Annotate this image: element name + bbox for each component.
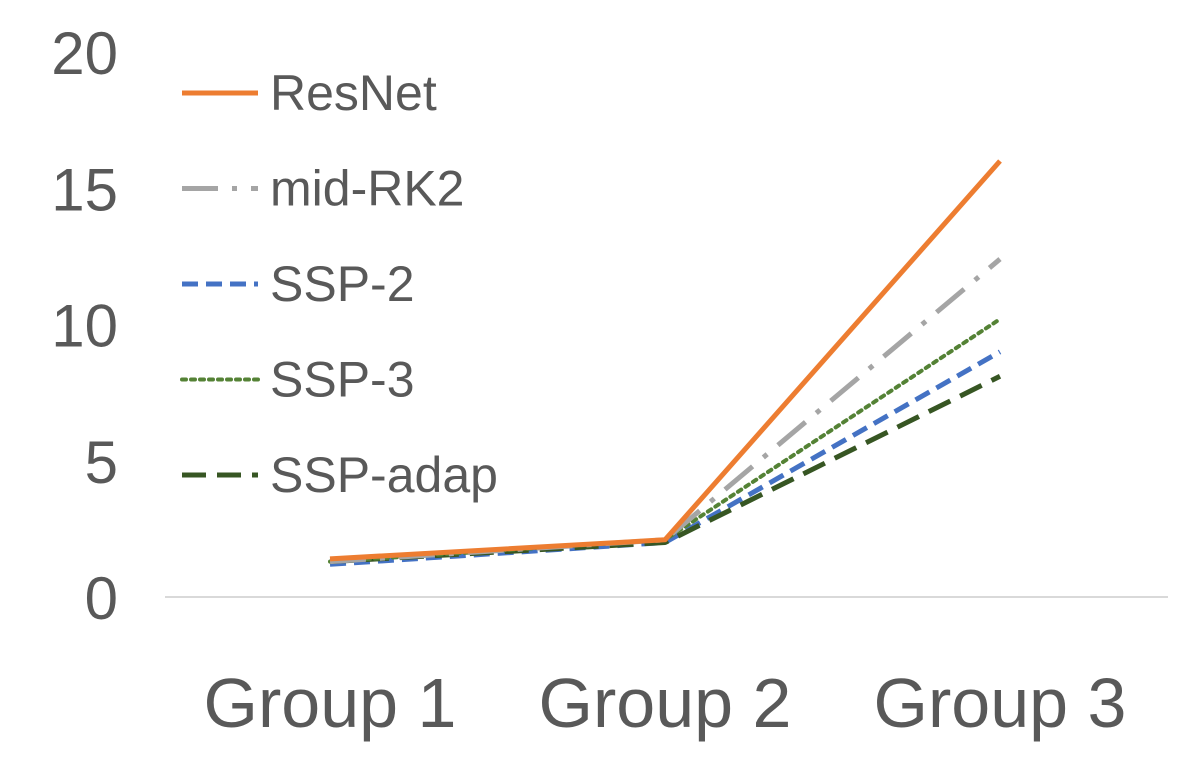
y-tick-label: 10 — [51, 293, 118, 360]
x-tick-label: Group 2 — [539, 664, 792, 742]
y-tick-label: 5 — [85, 429, 118, 496]
series-line-mid-rk2 — [329, 257, 1002, 565]
legend-item-ssp-3: SSP-3 — [180, 352, 415, 408]
y-tick-label: 0 — [85, 565, 118, 632]
legend-item-resnet: ResNet — [182, 65, 437, 121]
series-line-resnet — [329, 159, 1002, 562]
legend-label-ssp-2: SSP-2 — [270, 256, 415, 312]
legend-label-resnet: ResNet — [270, 65, 437, 121]
series-lines — [328, 159, 1002, 567]
legend: ResNet mid-RK2 SSP-2 SSP-3 SSP-adap — [180, 65, 498, 503]
y-tick-label: 20 — [51, 20, 118, 87]
legend-label-ssp-adap: SSP-adap — [270, 447, 498, 503]
y-tick-label: 15 — [51, 156, 118, 223]
x-tick-label: Group 3 — [874, 664, 1127, 742]
legend-label-ssp-3: SSP-3 — [270, 352, 415, 408]
legend-label-mid-rk2: mid-RK2 — [270, 161, 464, 217]
x-tick-label: Group 1 — [204, 664, 457, 742]
legend-item-mid-rk2: mid-RK2 — [182, 161, 464, 217]
legend-item-ssp-adap: SSP-adap — [182, 447, 498, 503]
legend-item-ssp-2: SSP-2 — [182, 256, 415, 312]
axis-layer: 0 5 10 15 20 Group 1 Group 2 Group 3 — [51, 20, 1168, 742]
series-line-ssp-3 — [328, 317, 1002, 564]
